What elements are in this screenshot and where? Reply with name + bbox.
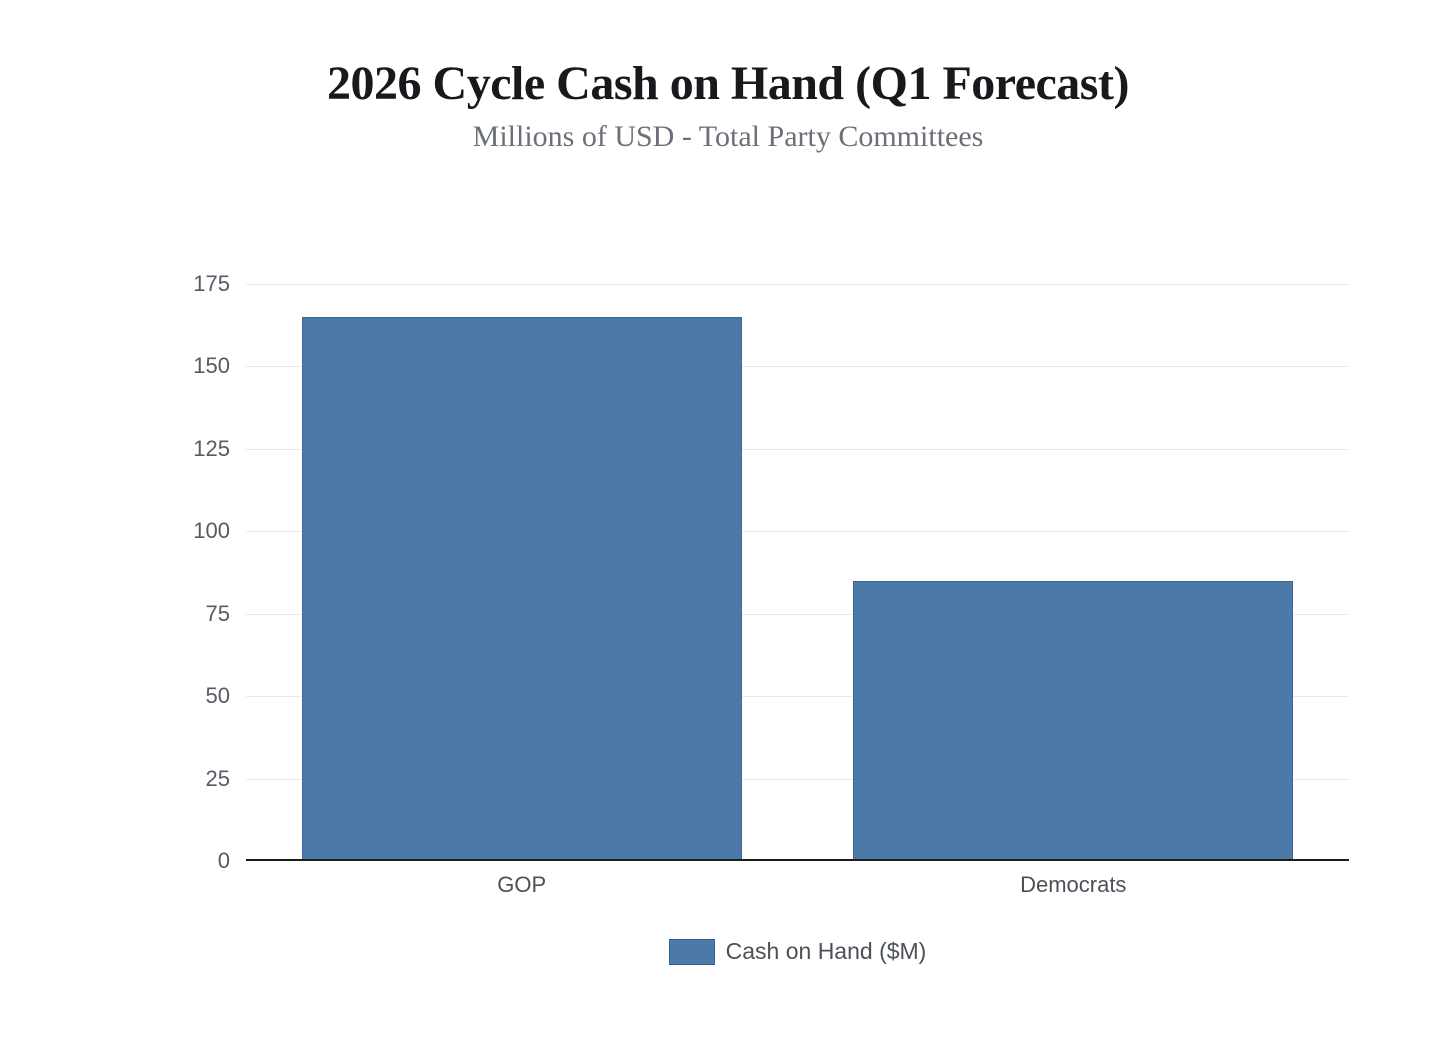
y-tick-label-0: 0 bbox=[217, 848, 230, 873]
y-tick-label-150: 150 bbox=[193, 353, 230, 379]
plot-area bbox=[246, 284, 1349, 861]
gridline-75 bbox=[246, 613, 1349, 615]
y-tick-label-125: 125 bbox=[193, 435, 230, 461]
legend-label: Cash on Hand ($M) bbox=[725, 938, 927, 964]
legend-item[interactable]: Cash on Hand ($M) bbox=[668, 938, 927, 965]
x-axis: GOP Democrats bbox=[246, 872, 1349, 906]
legend: Cash on Hand ($M) bbox=[246, 938, 1349, 965]
y-axis: 0 25 50 75 100 125 150 175 bbox=[120, 271, 230, 873]
gridline-150 bbox=[246, 366, 1349, 368]
gridline-175 bbox=[246, 284, 1349, 285]
legend-swatch-icon bbox=[668, 938, 715, 965]
y-tick-label-25: 25 bbox=[205, 765, 230, 791]
gridline-100 bbox=[246, 531, 1349, 533]
y-tick-label-100: 100 bbox=[193, 518, 230, 544]
gridline-125 bbox=[246, 448, 1349, 450]
x-tick-label-gop: GOP bbox=[497, 872, 547, 897]
y-tick-label-175: 175 bbox=[193, 271, 230, 296]
chart-subtitle: Millions of USD - Total Party Committees bbox=[472, 120, 984, 153]
bar-democrats[interactable] bbox=[853, 580, 1294, 861]
y-tick-label-75: 75 bbox=[205, 600, 230, 626]
bar-gop[interactable] bbox=[301, 316, 742, 861]
x-tick-label-democrats: Democrats bbox=[1020, 872, 1127, 897]
chart-title: 2026 Cycle Cash on Hand (Q1 Forecast) bbox=[327, 57, 1129, 110]
x-axis-line bbox=[246, 859, 1349, 861]
gridline-25 bbox=[246, 778, 1349, 780]
y-tick-label-50: 50 bbox=[205, 683, 230, 709]
gridline-50 bbox=[246, 696, 1349, 698]
